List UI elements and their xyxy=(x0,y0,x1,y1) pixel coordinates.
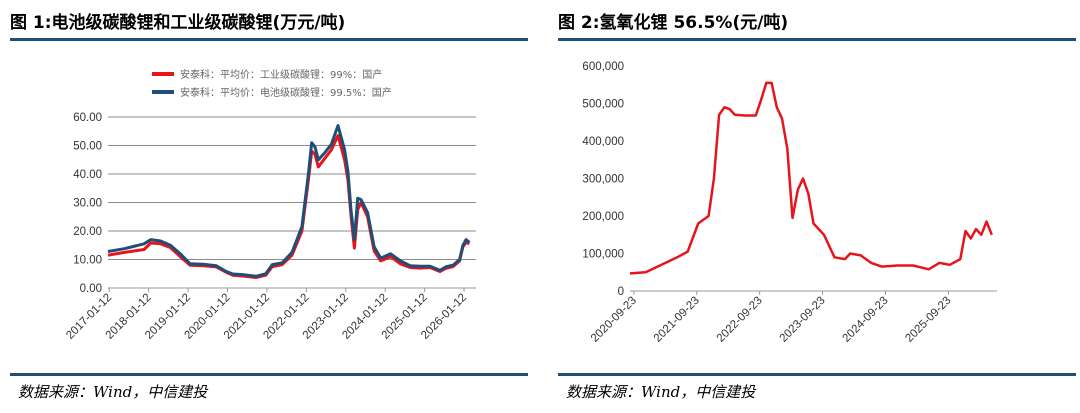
y-tick-label: 100,000 xyxy=(582,249,624,261)
x-tick-label: 2020-09-23 xyxy=(589,295,639,345)
series-line-1 xyxy=(629,81,993,275)
footer-divider xyxy=(10,373,528,376)
chart-panel-lithium-carbonate: 图 1:电池级碳酸锂和工业级碳酸锂(万元/吨) 0.00 10.00 20.00 30… xyxy=(0,0,528,413)
y-tick-label: 600,000 xyxy=(582,61,624,73)
chart-panel-lithium-hydroxide: 图 2:氢氧化锂 56.5%(元/吨) 0 100,000 200,000 300,0… xyxy=(548,0,1076,413)
legend-label: 安泰科：平均价：电池级碳酸锂：99.5%：国产 xyxy=(180,86,392,99)
x-tick-label: 2022-09-23 xyxy=(715,295,765,345)
y-tick-label: 40.00 xyxy=(73,169,102,181)
data-source-note: 数据来源：Wind，中信建投 xyxy=(566,383,756,401)
carbonate-price-chart: 0.0010.0020.0030.0040.0050.0060.002017-0… xyxy=(64,68,476,342)
y-tick-label: 500,000 xyxy=(582,99,624,111)
legend-label: 安泰科：平均价：工业级碳酸锂：99%：国产 xyxy=(180,68,382,81)
y-tick-label: 400,000 xyxy=(582,136,624,148)
x-tick-label: 2024-09-23 xyxy=(841,295,891,345)
y-tick-label: 10.00 xyxy=(73,255,102,267)
y-tick-label: 50.00 xyxy=(73,141,102,153)
x-tick-label: 2023-09-23 xyxy=(778,295,828,345)
y-tick-label: 0 xyxy=(618,286,624,298)
y-tick-label: 300,000 xyxy=(582,174,624,186)
title-divider xyxy=(10,38,528,41)
y-tick-label: 60.00 xyxy=(73,112,102,124)
chart-title: 图 2:氢氧化锂 56.5%(元/吨) xyxy=(558,13,789,33)
footer-divider xyxy=(558,373,1076,376)
series-line-2 xyxy=(107,124,471,278)
y-tick-label: 200,000 xyxy=(582,211,624,223)
x-tick-label: 2025-09-23 xyxy=(903,295,953,345)
y-tick-label: 30.00 xyxy=(73,198,102,210)
y-tick-label: 0.00 xyxy=(80,283,102,295)
data-source-note: 数据来源：Wind，中信建投 xyxy=(18,383,208,401)
x-tick-label: 2021-09-23 xyxy=(652,295,702,345)
title-divider xyxy=(558,38,1076,41)
hydroxide-price-chart: 0 100,000 200,000 300,000 400,000 500,000 600,… xyxy=(582,61,997,345)
chart-title: 图 1:电池级碳酸锂和工业级碳酸锂(万元/吨) xyxy=(10,13,346,33)
y-tick-label: 20.00 xyxy=(73,226,102,238)
